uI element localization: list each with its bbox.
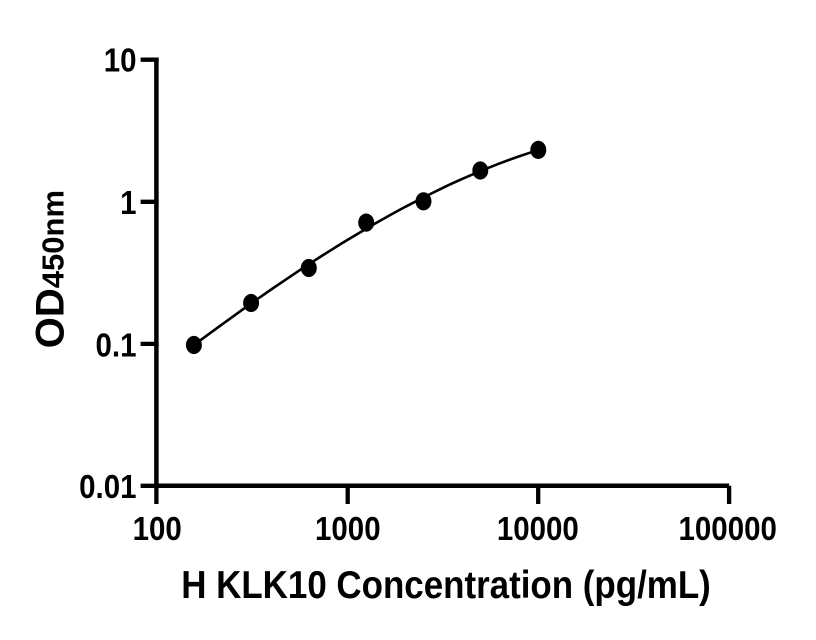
svg-text:1: 1 — [120, 183, 136, 221]
svg-text:100: 100 — [133, 509, 182, 547]
svg-text:1000: 1000 — [315, 509, 381, 547]
svg-text:10000: 10000 — [497, 509, 579, 547]
svg-text:0.1: 0.1 — [96, 326, 137, 364]
svg-text:10: 10 — [104, 41, 137, 79]
svg-text:OD450nm: OD450nm — [29, 190, 73, 348]
svg-text:0.01: 0.01 — [79, 467, 136, 505]
svg-text:H KLK10 Concentration (pg/mL): H KLK10 Concentration (pg/mL) — [181, 563, 711, 606]
svg-text:100000: 100000 — [679, 509, 777, 547]
